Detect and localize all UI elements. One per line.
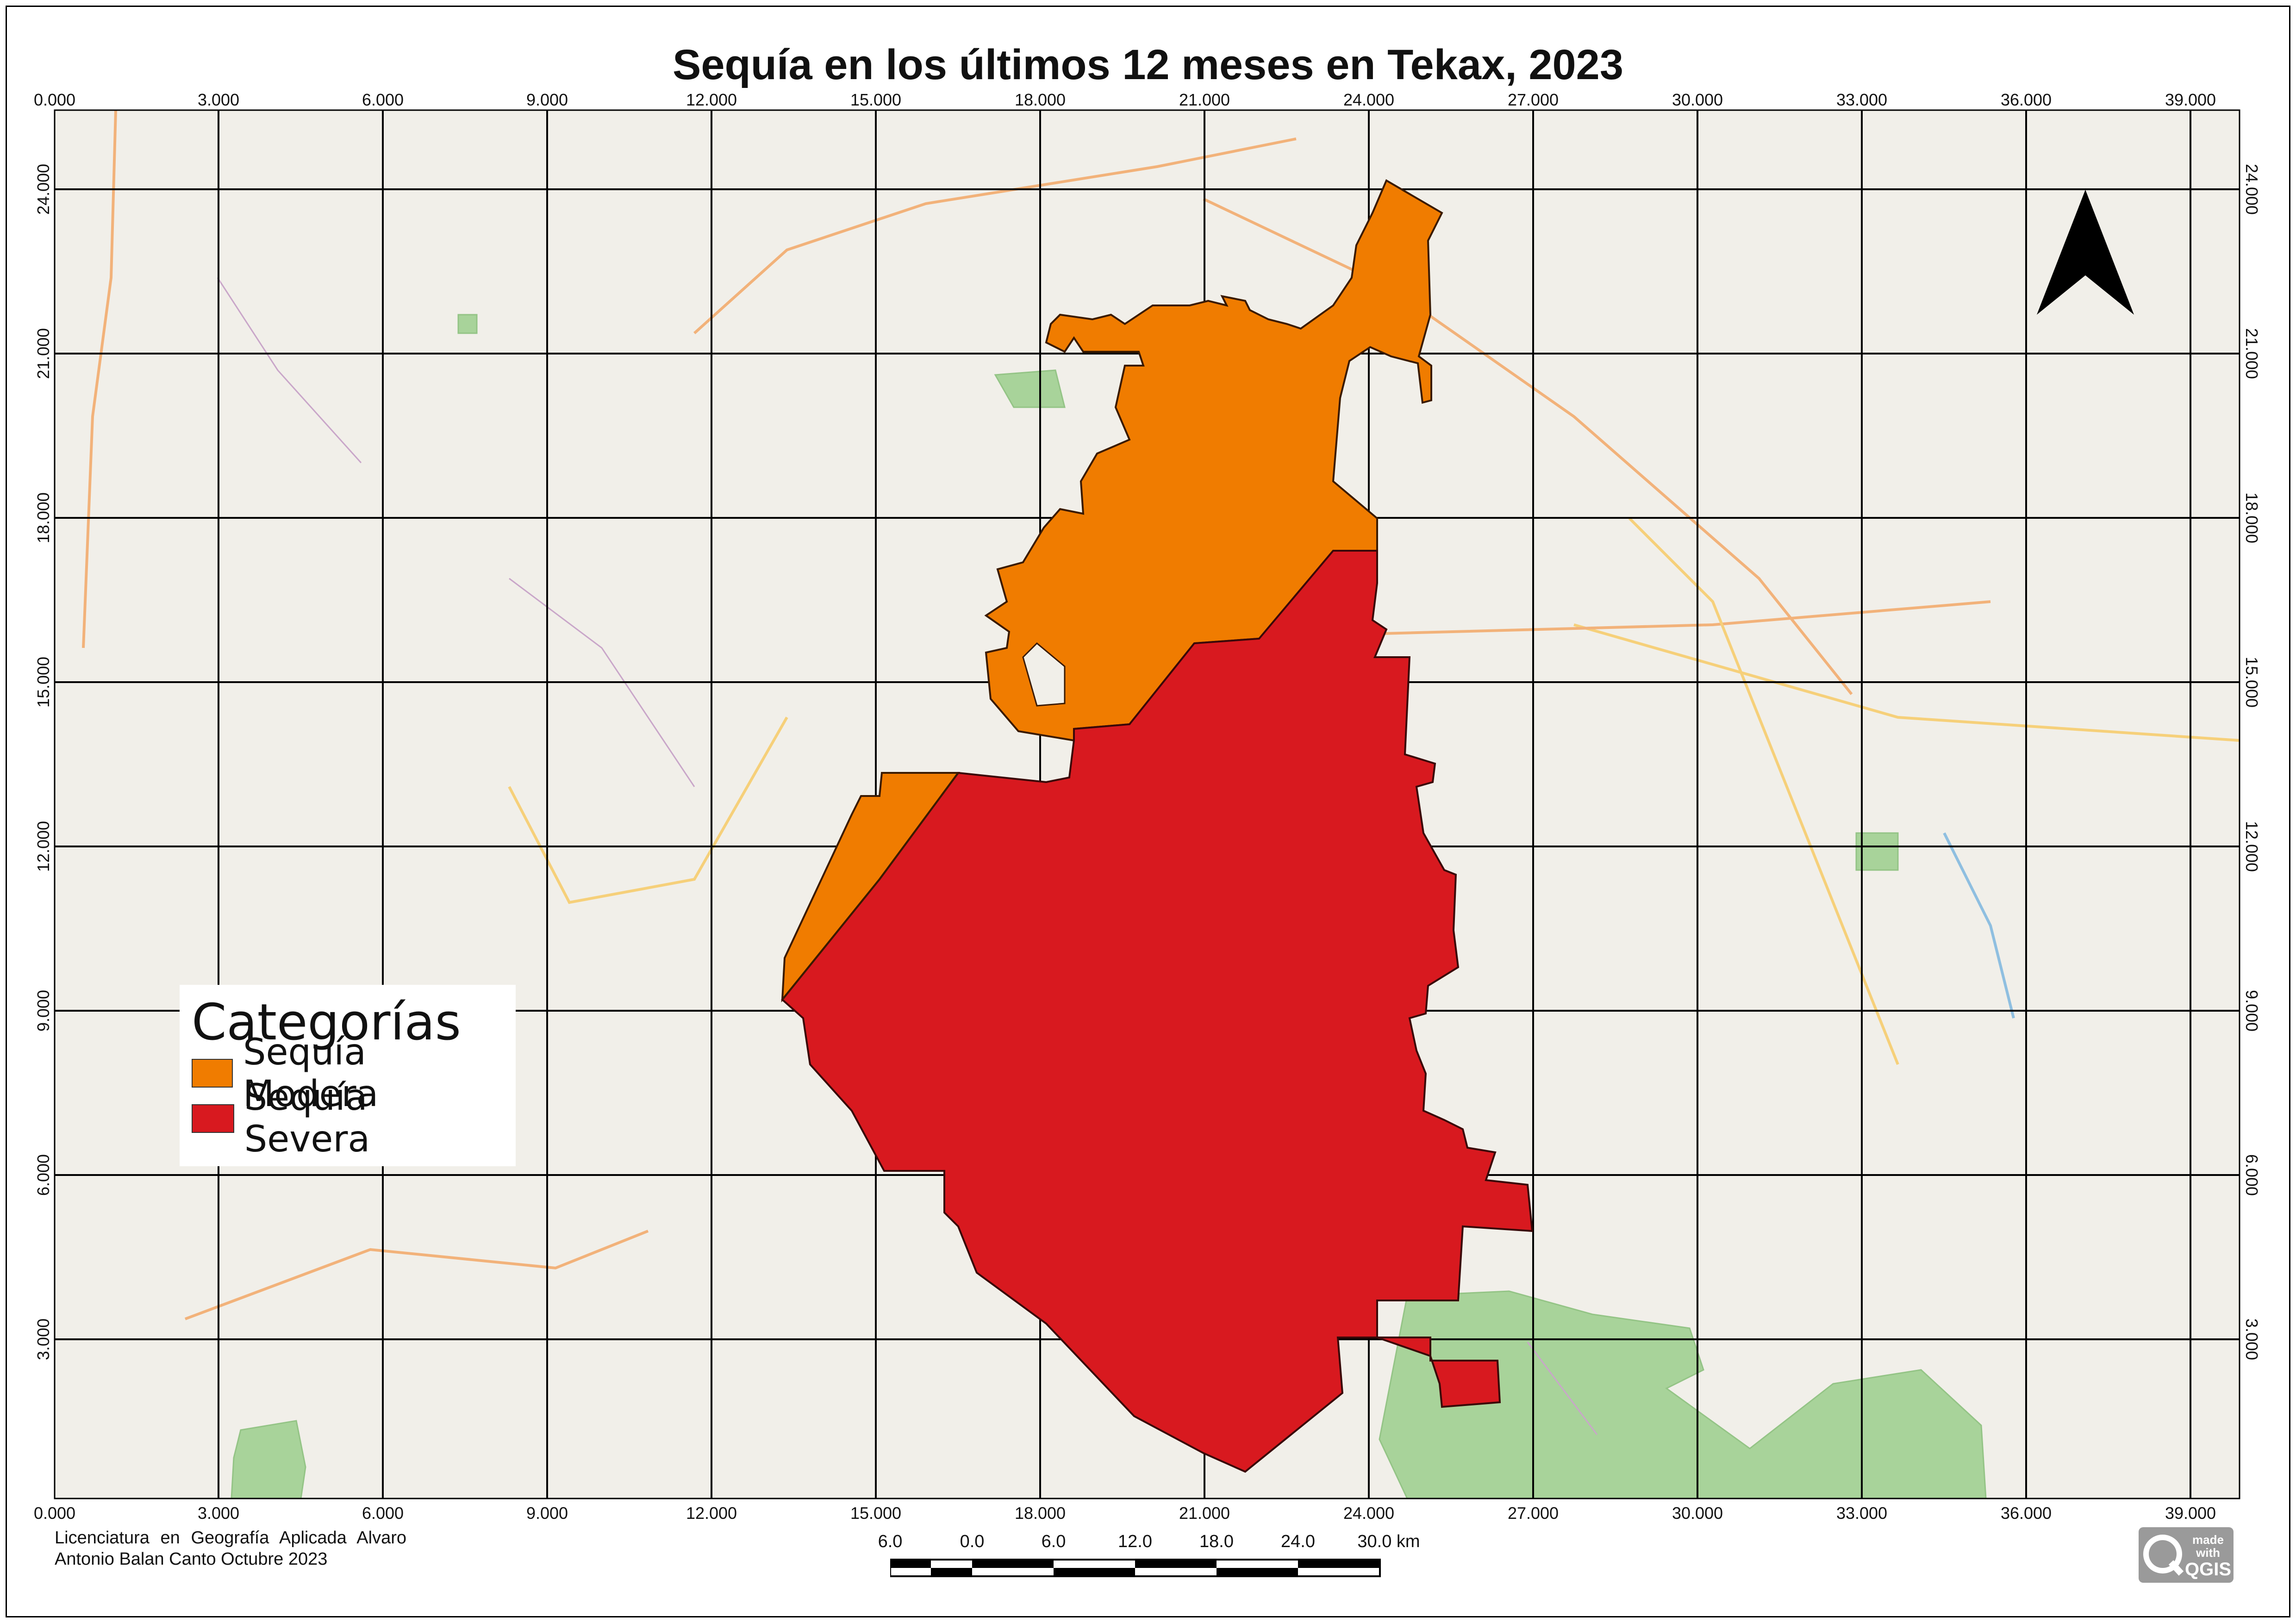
x-tick: 18.000 xyxy=(1015,1504,1066,1523)
legend-label: Sequía Modera xyxy=(243,1032,379,1115)
y-tick: 24.000 xyxy=(2242,164,2261,215)
y-tick: 3.000 xyxy=(2242,1318,2261,1360)
scale-label: 6.0 xyxy=(1041,1532,1066,1551)
legend-item-severe: Sequía Severa xyxy=(192,1077,504,1160)
moderate-drought-area-north[interactable] xyxy=(984,179,1443,742)
scale-label: 6.0 xyxy=(878,1532,903,1551)
scale-bar: 6.0 0.0 6.0 12.0 18.0 24.0 30.0 km xyxy=(878,1532,1435,1587)
qgis-made: made xyxy=(2192,1533,2224,1547)
scale-bar-graphic xyxy=(890,1559,1381,1577)
y-tick: 21.000 xyxy=(34,328,53,379)
scale-label: 24.0 xyxy=(1281,1532,1315,1551)
x-tick: 3.000 xyxy=(198,90,239,109)
x-tick: 6.000 xyxy=(362,90,404,109)
y-tick: 9.000 xyxy=(34,990,53,1032)
y-tick: 12.000 xyxy=(34,821,53,872)
x-tick: 24.000 xyxy=(1343,1504,1394,1523)
x-tick: 33.000 xyxy=(1836,90,1887,109)
x-tick: 27.000 xyxy=(1508,90,1559,109)
x-tick: 12.000 xyxy=(686,90,737,109)
qgis-name: QGIS xyxy=(2185,1559,2231,1579)
x-tick: 3.000 xyxy=(198,1504,239,1523)
map-frame xyxy=(6,6,2290,1617)
scale-label: 0.0 xyxy=(960,1532,985,1551)
legend-title: Categorías xyxy=(192,994,461,1051)
map-extent-border xyxy=(54,109,2240,1499)
y-tick: 9.000 xyxy=(2242,990,2261,1032)
severe-drought-area[interactable] xyxy=(781,550,1534,1473)
x-tick: 15.000 xyxy=(850,90,901,109)
x-tick: 27.000 xyxy=(1508,1504,1559,1523)
y-tick: 24.000 xyxy=(34,164,53,215)
scale-label: 18.0 xyxy=(1199,1532,1234,1551)
x-tick: 9.000 xyxy=(526,1504,568,1523)
x-tick: 30.000 xyxy=(1672,1504,1723,1523)
x-tick: 15.000 xyxy=(850,1504,901,1523)
qgis-logo-icon: made with QGIS xyxy=(2139,1527,2234,1583)
x-tick: 36.000 xyxy=(2001,1504,2052,1523)
moderate-drought-area-west-outline xyxy=(781,772,959,1001)
forest-areas xyxy=(231,314,1987,1499)
legend-label: Sequía Severa xyxy=(244,1077,370,1160)
legend-item-moderate: Sequía Modera xyxy=(192,1032,504,1115)
scale-label: 12.0 xyxy=(1118,1532,1152,1551)
y-tick: 21.000 xyxy=(2242,328,2261,379)
legend-swatch-severe xyxy=(192,1104,234,1133)
x-tick: 0.000 xyxy=(34,1504,75,1523)
map-title: Sequía en los últimos 12 meses en Tekax,… xyxy=(673,41,1623,88)
x-tick: 0.000 xyxy=(34,90,75,109)
x-tick: 39.000 xyxy=(2165,90,2216,109)
x-tick: 18.000 xyxy=(1015,90,1066,109)
x-tick: 24.000 xyxy=(1343,90,1394,109)
y-tick: 6.000 xyxy=(2242,1154,2261,1196)
author-credits: Licenciatura en Geografía Aplicada Alvar… xyxy=(55,1528,406,1569)
boundaries xyxy=(217,277,1598,1435)
x-tick: 12.000 xyxy=(686,1504,737,1523)
north-arrow-icon xyxy=(2037,190,2134,315)
legend-swatch-moderate xyxy=(192,1059,233,1088)
x-tick: 39.000 xyxy=(2165,1504,2216,1523)
scale-label: 30.0 km xyxy=(1357,1532,1420,1551)
y-tick: 6.000 xyxy=(34,1154,53,1196)
y-tick: 18.000 xyxy=(2242,492,2261,543)
roads xyxy=(82,110,2240,1320)
legend: Categorías Sequía Modera Sequía Severa xyxy=(180,985,516,1166)
x-tick: 6.000 xyxy=(362,1504,404,1523)
y-tick: 3.000 xyxy=(34,1318,53,1360)
y-tick: 12.000 xyxy=(2242,821,2261,872)
x-tick: 21.000 xyxy=(1179,1504,1230,1523)
y-tick: 18.000 xyxy=(34,492,53,543)
x-tick: 33.000 xyxy=(1836,1504,1887,1523)
x-tick: 9.000 xyxy=(526,90,568,109)
x-tick-labels-top: 0.000 3.000 6.000 9.000 12.000 15.000 18… xyxy=(34,90,2216,109)
qgis-with: with xyxy=(2196,1546,2220,1560)
x-tick: 21.000 xyxy=(1179,90,1230,109)
y-tick-labels-right: 24.000 21.000 18.000 15.000 12.000 9.000… xyxy=(2242,164,2261,1360)
x-tick-labels-bottom: 0.000 3.000 6.000 9.000 12.000 15.000 18… xyxy=(34,1504,2216,1523)
y-tick: 15.000 xyxy=(34,657,53,708)
y-tick-labels-left: 24.000 21.000 18.000 15.000 12.000 9.000… xyxy=(34,164,53,1360)
y-tick: 15.000 xyxy=(2242,657,2261,708)
x-tick: 36.000 xyxy=(2001,90,2052,109)
x-tick: 30.000 xyxy=(1672,90,1723,109)
